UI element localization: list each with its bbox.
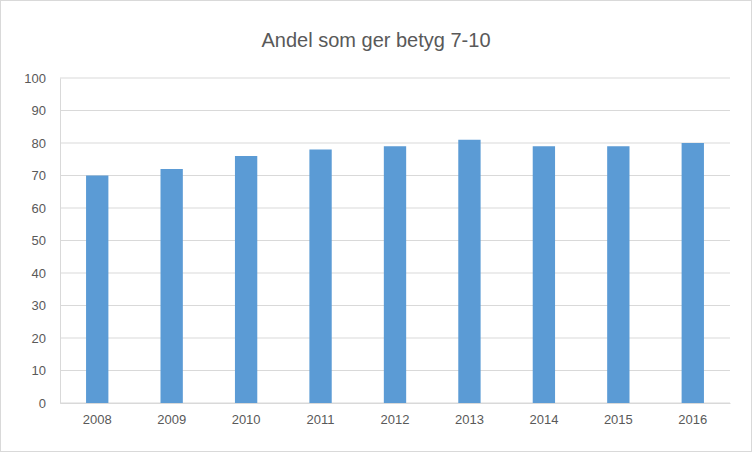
x-tick-label: 2013	[455, 412, 484, 427]
background	[1, 1, 752, 452]
y-tick-label: 20	[32, 331, 46, 346]
bars	[86, 140, 704, 403]
x-tick: 2009	[157, 403, 186, 427]
plot: 0102030405060708090100200820092010201120…	[24, 71, 730, 428]
y-axis-line	[60, 79, 61, 404]
y-tick-label: 50	[32, 233, 46, 248]
y-tick-label: 40	[32, 266, 46, 281]
x-tick-label: 2016	[678, 412, 707, 427]
y-tick: 60	[32, 201, 60, 216]
x-tick-label: 2008	[83, 412, 112, 427]
y-tick-label: 80	[32, 136, 46, 151]
y-tick-label: 60	[32, 201, 46, 216]
x-tick: 2010	[232, 403, 261, 427]
x-tick-label: 2015	[604, 412, 633, 427]
bar	[607, 146, 629, 403]
x-tick: 2008	[83, 403, 112, 427]
y-tick: 40	[32, 266, 60, 281]
y-tick-label: 90	[32, 103, 46, 118]
bar	[235, 156, 257, 403]
y-tick: 90	[32, 103, 60, 118]
chart: 0102030405060708090100200820092010201120…	[0, 0, 752, 452]
y-tick: 30	[32, 298, 60, 313]
grid-line	[60, 78, 730, 79]
y-tick-label: 100	[24, 71, 46, 86]
x-tick-label: 2009	[157, 412, 186, 427]
bar	[533, 146, 555, 403]
bar	[309, 150, 331, 404]
y-tick: 50	[32, 233, 60, 248]
y-tick-label: 70	[32, 168, 46, 183]
y-tick: 10	[32, 363, 60, 378]
x-tick: 2015	[604, 403, 633, 427]
bar	[161, 169, 183, 403]
x-tick-label: 2011	[307, 412, 335, 427]
y-tick: 0	[39, 396, 60, 411]
title: Andel som ger betyg 7-10	[261, 29, 490, 51]
x-tick-label: 2010	[232, 412, 261, 427]
bar	[86, 176, 108, 404]
x-tick-label: 2012	[381, 412, 410, 427]
y-tick: 70	[32, 168, 60, 183]
y-tick-label: 30	[32, 298, 46, 313]
x-axis: 2008 2009 2010 2011 2012 2013 2014 2015 2016	[61, 403, 731, 427]
x-axis-line	[61, 403, 731, 404]
bar	[682, 143, 704, 403]
bar	[458, 140, 480, 403]
y-axis: 0 10 20 30 40 50 60 70 80 90 100	[24, 71, 60, 411]
x-tick: 2014	[529, 403, 558, 427]
bar	[384, 146, 406, 403]
grid-line	[60, 143, 730, 144]
x-tick: 2013	[455, 403, 484, 427]
y-tick: 20	[32, 331, 60, 346]
y-tick-label: 10	[32, 363, 46, 378]
x-tick: 2016	[678, 403, 707, 427]
x-tick: 2011	[307, 403, 335, 427]
y-tick-label: 0	[39, 396, 46, 411]
grid	[60, 78, 730, 403]
grid-line	[60, 110, 730, 111]
y-tick: 100	[24, 71, 60, 86]
y-tick: 80	[32, 136, 60, 151]
x-tick: 2012	[381, 403, 410, 427]
x-tick-label: 2014	[529, 412, 558, 427]
